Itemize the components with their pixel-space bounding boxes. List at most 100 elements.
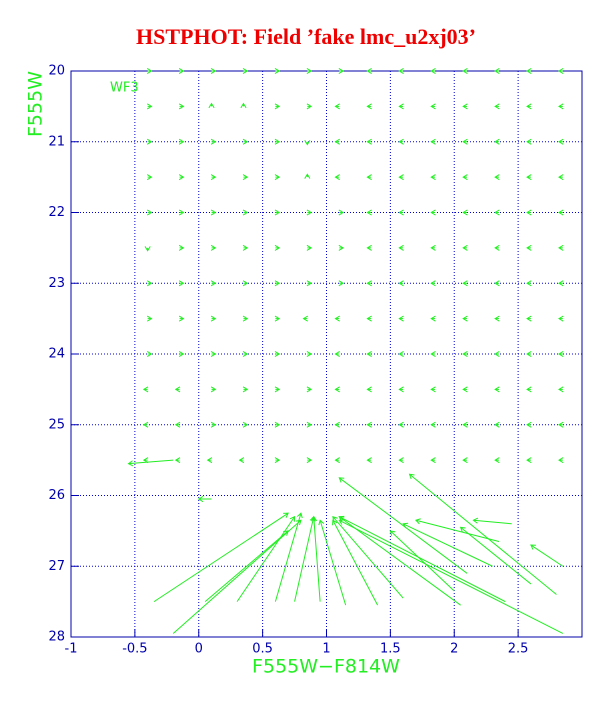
vector: [146, 280, 153, 287]
vector: [398, 315, 404, 322]
vector: [558, 315, 564, 322]
vector: [414, 518, 500, 542]
vector: [242, 280, 249, 287]
x-tick-label: 0.5: [252, 642, 273, 657]
vector: [462, 138, 468, 145]
vector: [366, 386, 372, 393]
vector: [144, 246, 151, 252]
vector: [302, 315, 309, 322]
vector: [334, 421, 340, 428]
vector: [526, 386, 532, 393]
vector: [306, 244, 313, 251]
vector: [206, 457, 213, 464]
vector: [208, 102, 215, 109]
vector: [274, 103, 281, 110]
vector: [430, 244, 436, 251]
vector: [178, 350, 185, 358]
vector: [494, 244, 500, 251]
vector: [459, 526, 532, 585]
y-tick-label: 21: [48, 134, 65, 149]
vector: [462, 280, 468, 287]
vector: [146, 174, 153, 181]
vector: [526, 138, 532, 145]
vector: [526, 103, 532, 110]
vector: [146, 315, 153, 322]
vector: [398, 67, 404, 75]
vector: [210, 244, 217, 251]
vector: [366, 280, 372, 287]
y-tick-label: 24: [48, 347, 65, 362]
vector: [274, 280, 281, 287]
vector: [472, 517, 512, 525]
vector: [178, 209, 185, 216]
vector: [430, 138, 436, 145]
vector: [146, 138, 153, 145]
y-tick-label: 25: [48, 417, 65, 432]
vector: [274, 67, 281, 75]
annotation: WF3: [110, 81, 139, 96]
vector: [398, 280, 404, 287]
vector: [306, 209, 313, 216]
y-tick-label: 28: [48, 630, 65, 645]
vector: [274, 350, 281, 358]
vector: [146, 103, 153, 110]
x-tick-label: 2.5: [508, 642, 529, 657]
vector: [310, 515, 321, 602]
vector: [210, 209, 217, 216]
vector: [398, 386, 404, 393]
vector: [462, 421, 468, 428]
vector: [306, 457, 313, 464]
vector: [306, 280, 313, 287]
vector: [294, 515, 316, 602]
vector: [274, 209, 281, 216]
vector: [178, 67, 185, 75]
vector: [274, 315, 281, 322]
vector: [274, 244, 281, 251]
vector: [334, 174, 340, 181]
vector: [558, 350, 564, 358]
vector: [178, 280, 185, 287]
vector: [430, 280, 436, 287]
vector: [558, 280, 564, 287]
vector: [430, 350, 436, 358]
vector: [366, 457, 372, 464]
vector: [274, 457, 281, 464]
vector: [366, 350, 372, 358]
vector: [127, 459, 174, 467]
vector: [462, 174, 468, 181]
vector: [334, 386, 340, 393]
vector: [274, 174, 281, 181]
vector: [210, 280, 217, 287]
vector: [462, 315, 468, 322]
vector: [494, 421, 500, 428]
vector: [210, 138, 217, 145]
vector: [146, 67, 153, 75]
vector: [398, 421, 404, 428]
vector: [338, 209, 345, 216]
y-tick-label: 22: [48, 205, 65, 220]
x-tick-label: 1.5: [380, 642, 401, 657]
vector: [274, 421, 281, 428]
vector: [338, 280, 345, 287]
vector: [238, 457, 245, 464]
vector: [526, 209, 532, 216]
vector: [178, 138, 185, 145]
x-tick-label: -0.5: [122, 642, 147, 657]
vector: [462, 244, 468, 251]
y-tick-label: 27: [48, 559, 65, 574]
vector: [274, 512, 303, 602]
vector: [398, 174, 404, 181]
vector: [430, 67, 436, 75]
y-tick-label: 26: [48, 488, 65, 503]
vector: [430, 315, 436, 322]
vector: [334, 457, 340, 464]
vector: [526, 67, 532, 75]
vector: [304, 140, 311, 146]
vector: [178, 103, 185, 110]
vector: [494, 457, 500, 464]
vector: [462, 67, 468, 75]
vector: [558, 209, 564, 216]
vector: [306, 350, 313, 358]
